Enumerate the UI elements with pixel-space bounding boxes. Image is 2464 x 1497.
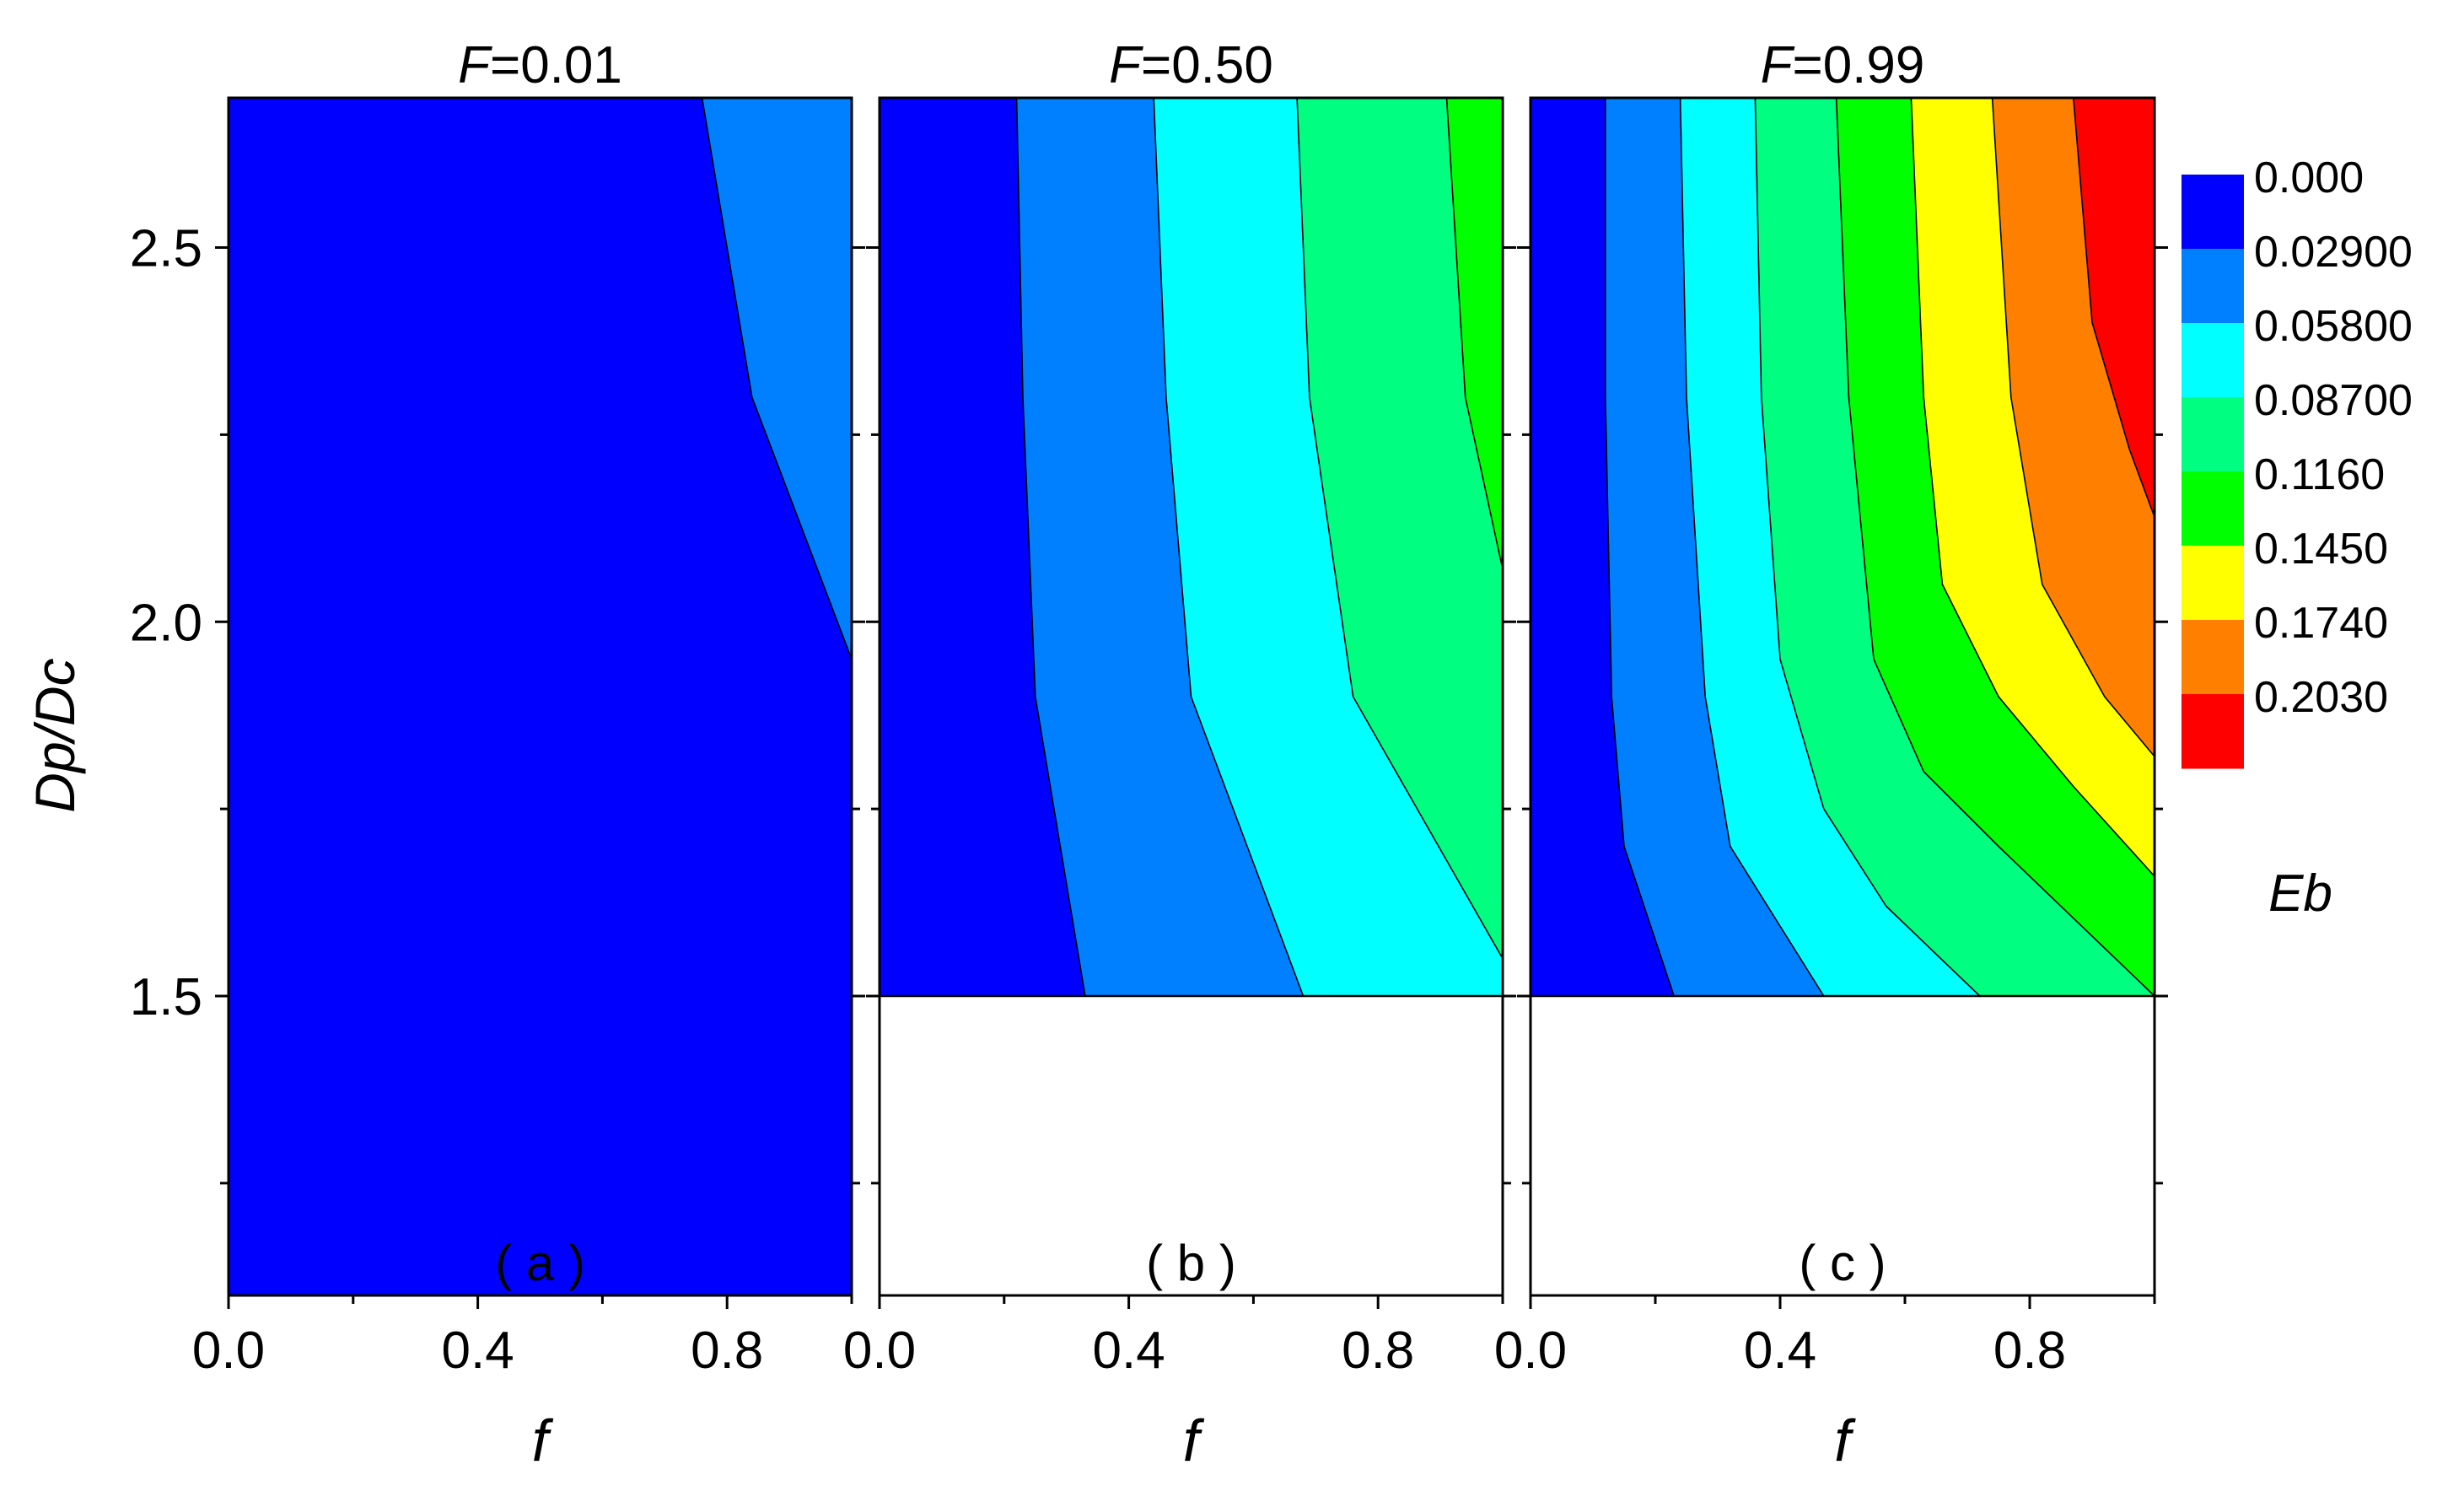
legend-swatch-6 <box>2182 546 2244 621</box>
panel-2-contour-line-3 <box>1296 97 1504 959</box>
panel-2-title-var: F <box>1109 36 1143 94</box>
y-tick-label: 1.5 <box>130 968 202 1026</box>
panel-1 <box>229 97 853 1295</box>
panel-3-region-2 <box>1680 98 1980 996</box>
panel-3-contour-line-2 <box>1679 97 1825 997</box>
legend-swatch-7 <box>2182 620 2244 695</box>
panel-1-x-tick-label: 0.0 <box>192 1322 265 1380</box>
legend-swatch-8 <box>2182 694 2244 769</box>
panel-1-region-1 <box>702 98 852 660</box>
panel-2-frame <box>878 96 1504 1297</box>
panel-1-x-tick-label: 0.4 <box>441 1322 514 1380</box>
panel-1-frame <box>227 96 853 1297</box>
panel-2-x-tick-label: 0.8 <box>1342 1322 1414 1380</box>
panel-2-region-3 <box>1297 98 1503 959</box>
panel-2-contour-line-1 <box>1015 97 1086 997</box>
panel-3 <box>1531 97 2155 998</box>
y-tick-label: 2.0 <box>130 594 202 652</box>
plot-layer <box>229 97 2155 1295</box>
panel-3-region-1 <box>1605 98 1824 996</box>
panel-3-region-6 <box>1992 98 2155 757</box>
panel-1-title: F=0.01 <box>458 36 622 94</box>
panel-3-x-tick-label: 0.0 <box>1494 1322 1567 1380</box>
panel-2-region-2 <box>1154 98 1503 996</box>
panel-1-title-value: =0.01 <box>490 36 622 94</box>
panel-2-region-4 <box>1446 98 1503 570</box>
panel-3-contour-line-5 <box>1910 97 2155 877</box>
legend-level-label: 0.000 <box>2254 153 2364 202</box>
panel-2-contour-line-4 <box>1445 97 1504 570</box>
legend-level-label: 0.1740 <box>2254 599 2388 648</box>
legend-swatch-2 <box>2182 249 2244 324</box>
panel-3-frame <box>1529 96 2156 1297</box>
panel-2-x-axis-label: f <box>1183 1408 1205 1473</box>
legend-level-label: 0.2030 <box>2254 673 2388 722</box>
panel-3-title: F=0.99 <box>1761 36 1925 94</box>
axis-layer: 0.0 0.4 0.8F=0.01( a )f0.0 0.4 0.8F=0.50( b … <box>130 36 2168 1473</box>
legend-level-label: 0.1450 <box>2254 525 2388 573</box>
legend-level-label: 0.02900 <box>2254 228 2413 277</box>
panel-1-label: ( a ) <box>495 1235 585 1291</box>
panel-2-region-0 <box>880 98 1085 996</box>
y-tick-label: 2.5 <box>130 220 202 278</box>
panel-2-title-value: =0.50 <box>1141 36 1273 94</box>
panel-2-title: F=0.50 <box>1109 36 1273 94</box>
panel-3-contour-line-7 <box>2073 97 2155 518</box>
panel-3-contour-line-6 <box>1991 97 2155 757</box>
panel-3-contour-line-4 <box>1835 97 2155 997</box>
legend-swatch-4 <box>2182 397 2244 472</box>
legend-level-label: 0.1160 <box>2254 450 2385 499</box>
panel-2 <box>880 97 1504 998</box>
panel-2-x-tick-label: 0.4 <box>1092 1322 1165 1380</box>
legend-swatch-3 <box>2182 323 2244 398</box>
panel-3-x-axis-label: f <box>1834 1408 1856 1473</box>
panel-3-title-var: F <box>1761 36 1795 94</box>
panel-3-contour-line-3 <box>1754 97 1981 997</box>
panel-3-region-0 <box>1531 98 1675 996</box>
legend-swatch-5 <box>2182 471 2244 547</box>
panel-1-contour-line-1 <box>701 97 853 660</box>
panel-2-x-tick-label: 0.0 <box>843 1322 916 1380</box>
panel-3-region-5 <box>1911 98 2155 876</box>
panel-3-region-4 <box>1836 98 2155 996</box>
panel-1-region-0 <box>229 98 852 1295</box>
panel-3-contour-line-1 <box>1605 98 1675 997</box>
panel-3-title-value: =0.99 <box>1792 36 1924 94</box>
legend-level-label: 0.05800 <box>2254 302 2413 351</box>
panel-2-region-1 <box>1016 98 1304 996</box>
panel-1-x-axis-label: f <box>532 1408 554 1473</box>
panel-3-region-7 <box>2073 98 2155 517</box>
y-axis-label: Dp/Dc <box>24 658 86 812</box>
panel-3-region-3 <box>1755 98 2155 996</box>
panel-2-contour-line-2 <box>1153 97 1305 997</box>
panel-3-x-tick-label: 0.4 <box>1744 1322 1816 1380</box>
panel-3-label: ( c ) <box>1799 1235 1886 1291</box>
panel-3-x-tick-label: 0.8 <box>1993 1322 2066 1380</box>
legend-title: Eb <box>2268 864 2332 923</box>
legend-swatch-1 <box>2182 175 2244 250</box>
panel-1-title-var: F <box>458 36 492 94</box>
panel-1-x-tick-label: 0.8 <box>691 1322 763 1380</box>
legend-colorbar: 0.000 0.02900 0.05800 0.08700 0.1160 0.1450 0.… <box>2182 153 2413 923</box>
legend-level-label: 0.08700 <box>2254 376 2413 425</box>
panel-2-label: ( b ) <box>1146 1235 1236 1291</box>
